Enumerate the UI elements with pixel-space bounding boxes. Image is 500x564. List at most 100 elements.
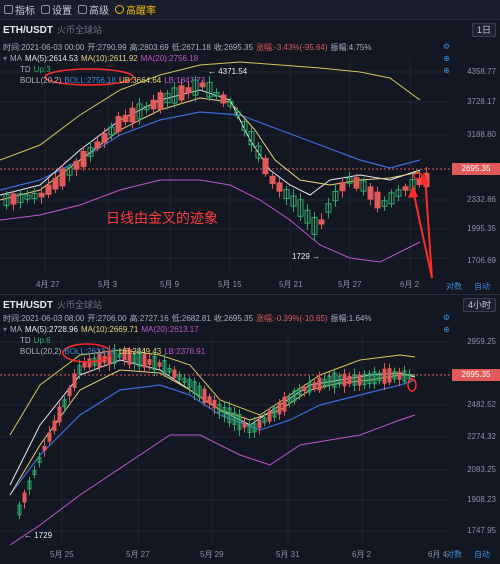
candle-body <box>197 385 202 398</box>
candle-body <box>248 131 255 146</box>
candle-body <box>282 396 287 412</box>
candle-body <box>339 182 346 192</box>
candle-body <box>187 379 192 389</box>
candle-body <box>73 160 80 170</box>
candle-body <box>255 145 262 159</box>
auto-scale-button[interactable]: 自动 <box>474 550 490 559</box>
timeframe-select[interactable]: 4小时 <box>462 298 496 312</box>
candle-body <box>276 182 283 192</box>
low-marker: 1729 → <box>292 252 321 261</box>
candle-body <box>142 353 147 368</box>
advanced-button[interactable]: 高级 <box>78 2 109 17</box>
candle-body <box>42 445 47 451</box>
daily-symbol-title: ETH/USDT 火币全球站 <box>3 25 103 36</box>
candle-body <box>57 406 62 423</box>
candle-body <box>67 387 72 397</box>
candle-body <box>220 94 227 104</box>
candle-body <box>32 470 37 475</box>
candle-body <box>287 396 292 404</box>
y-tick: 2274.32 <box>467 432 496 441</box>
candle-body <box>297 388 302 396</box>
candle-body <box>347 375 352 385</box>
timeframe-select[interactable]: 1日 <box>471 23 496 37</box>
candle-body <box>402 370 407 382</box>
boll-lower-line <box>9 414 416 546</box>
y-tick: 1747.95 <box>467 526 496 535</box>
x-tick: 5月 25 <box>50 550 74 559</box>
last-price-tag: 2695.35 <box>452 163 500 175</box>
candle-body <box>302 386 307 392</box>
candle-body <box>45 184 52 195</box>
candle-body <box>395 189 402 197</box>
candle-body <box>77 365 82 374</box>
candle-body <box>177 374 182 380</box>
log-scale-button[interactable]: 对数 <box>446 550 462 559</box>
candle-body <box>185 87 192 94</box>
candle-body <box>262 157 269 175</box>
candle-body <box>377 372 382 382</box>
daily-ohlc-line: 时间:2021-06-03 00:00 开:2790.99 高:2803.69 低:2… <box>3 43 372 52</box>
candle-body <box>112 349 117 364</box>
candle-body <box>387 368 392 383</box>
last-price-tag: 2695.35 <box>452 369 500 381</box>
zoom-out-icon[interactable]: ⊕ <box>443 66 450 75</box>
candle-body <box>327 375 332 386</box>
candle-body <box>202 388 207 404</box>
candle-body <box>304 209 311 224</box>
candle-body <box>272 407 277 418</box>
boll-upper-line <box>0 61 421 161</box>
candle-body <box>317 377 322 391</box>
candle-body <box>37 457 42 463</box>
log-scale-button[interactable]: 对数 <box>446 282 462 291</box>
daily-chart-canvas[interactable] <box>0 20 500 294</box>
x-tick: 5月 27 <box>126 550 150 559</box>
x-tick: 6月 2 <box>352 550 372 559</box>
candle-body <box>132 353 137 363</box>
boll-lower-line <box>0 179 421 263</box>
4h-chart-canvas[interactable] <box>0 295 500 564</box>
candle-body <box>143 105 150 111</box>
candle-body <box>217 403 222 413</box>
settings-gear-icon[interactable]: ⚙ <box>442 313 450 322</box>
candle-body <box>164 93 171 104</box>
settings-button[interactable]: 设置 <box>41 2 72 17</box>
candle-body <box>127 349 132 365</box>
candle-body <box>318 219 325 225</box>
y-tick: 1995.35 <box>467 224 496 233</box>
settings-label: 设置 <box>52 6 72 17</box>
candle-body <box>192 79 199 96</box>
settings-gear-icon[interactable]: ⚙ <box>442 42 450 51</box>
candle-body <box>101 133 108 143</box>
x-tick: 5月 29 <box>200 550 224 559</box>
candle-body <box>47 432 52 442</box>
zoom-icon[interactable]: ⊕ <box>443 54 450 63</box>
candle-body <box>171 87 178 104</box>
4h-boll-line: BOLL(20,2) BOLL:2613.17 UB:2849.43 LB:2376.… <box>20 347 206 356</box>
candle-body <box>247 424 252 434</box>
candle-body <box>122 114 129 123</box>
candle-body <box>234 111 241 117</box>
indicators-button[interactable]: 指标 <box>4 2 35 17</box>
candle-body <box>157 92 164 110</box>
4h-symbol-title: ETH/USDT 火币全球站 <box>3 300 103 311</box>
candle-body <box>382 368 387 384</box>
4h-ohlc-line: 时间:2021-06-03 08:00 开:2706.00 高:2727.16 低:2… <box>3 314 372 323</box>
zoom-icon[interactable]: ⊕ <box>443 325 450 334</box>
sun-icon <box>115 5 124 14</box>
candle-body <box>17 193 24 203</box>
candle-body <box>381 200 388 207</box>
high-alert-button[interactable]: 高醒率 <box>115 2 156 17</box>
candle-body <box>31 193 38 200</box>
candle-body <box>137 352 142 367</box>
chart-advanced-icon <box>78 5 87 14</box>
y-tick: 3728.17 <box>467 97 496 106</box>
candle-body <box>17 504 22 516</box>
candle-body <box>115 116 122 132</box>
exchange-source: 火币全球站 <box>57 300 103 310</box>
candle-body <box>269 175 276 185</box>
candle-body <box>374 191 381 209</box>
auto-scale-button[interactable]: 自动 <box>474 282 490 291</box>
candle-body <box>407 373 412 380</box>
candle-body <box>242 422 247 428</box>
candle-body <box>157 362 162 367</box>
